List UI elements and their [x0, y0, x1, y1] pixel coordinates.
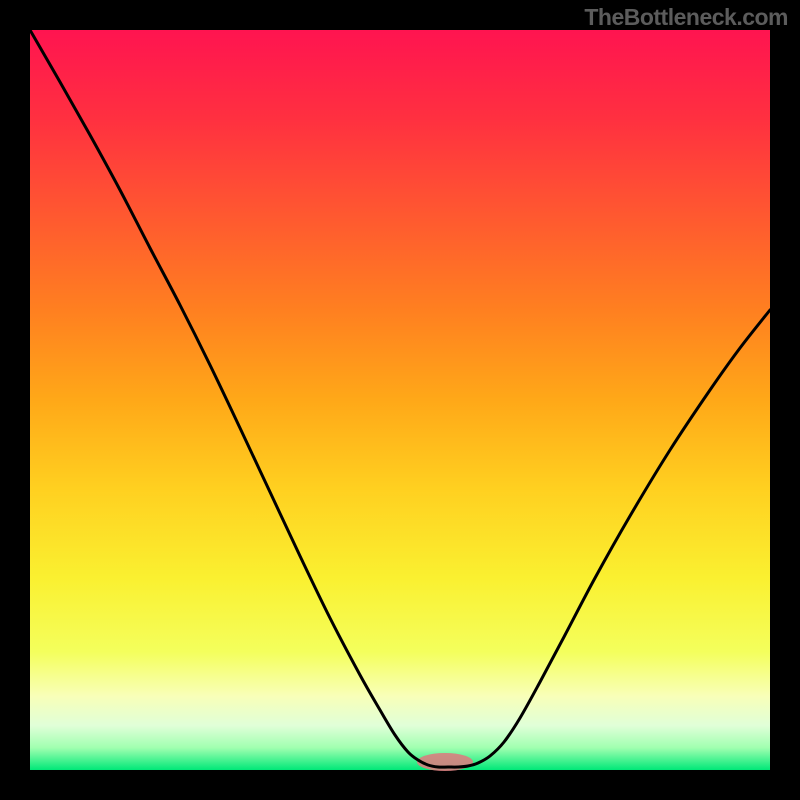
- bottleneck-chart: TheBottleneck.com: [0, 0, 800, 800]
- chart-svg: [0, 0, 800, 800]
- watermark-text: TheBottleneck.com: [584, 4, 788, 31]
- gradient-plot-area: [30, 30, 770, 770]
